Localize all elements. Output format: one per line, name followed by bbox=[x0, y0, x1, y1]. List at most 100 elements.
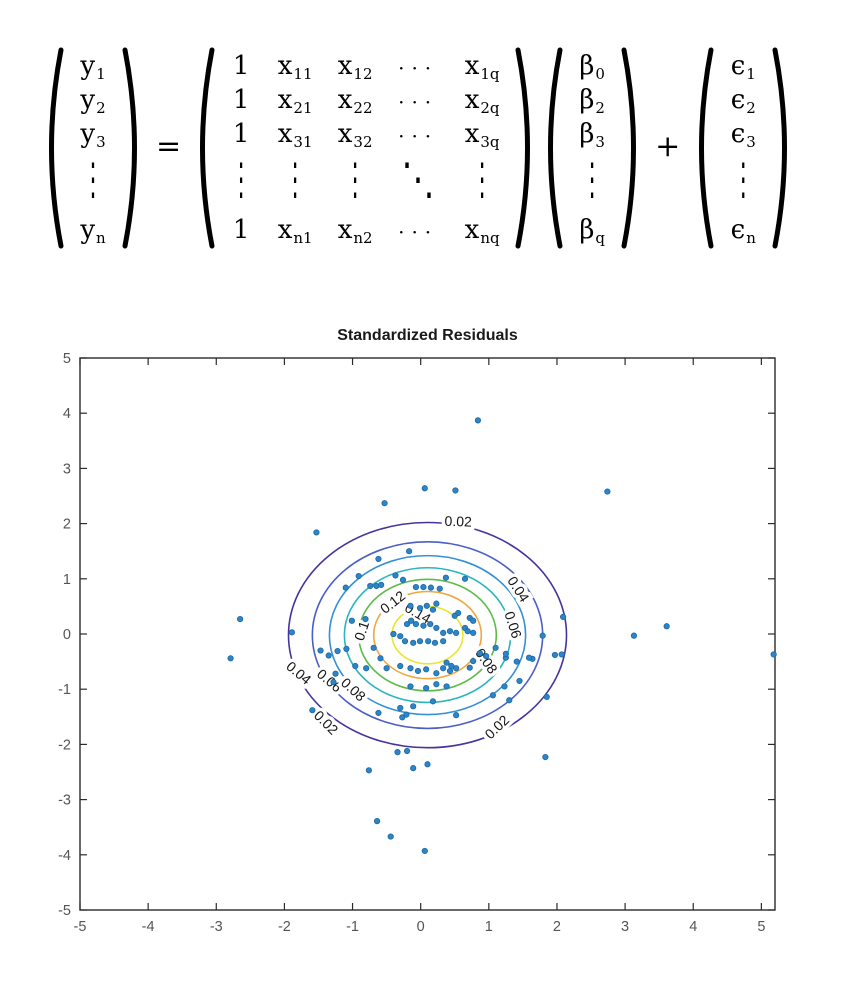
scatter-point bbox=[506, 697, 513, 704]
scatter-point bbox=[502, 650, 509, 657]
left-paren bbox=[699, 47, 714, 249]
matrix-cell: x 22 bbox=[337, 85, 373, 117]
scatter-point bbox=[377, 655, 384, 662]
scatter-point bbox=[443, 659, 450, 666]
scatter-point bbox=[451, 612, 458, 619]
scatter-point bbox=[440, 629, 447, 636]
axes-box: -5 -4 -3 -2 -1 0 1 2 3 4 5 -5 -4 -3 -2 -1 0 1 2 3 4 5 bbox=[58, 351, 776, 935]
matrix-cell: ⋮ bbox=[732, 156, 755, 206]
matrix-row: 1 x 31 x 32 ··· x 3q bbox=[217, 117, 513, 151]
matrix-cell: x n2 bbox=[337, 215, 373, 247]
scatter-point bbox=[414, 667, 422, 675]
matrix-cell: ··· bbox=[398, 56, 439, 80]
scatter-point bbox=[433, 624, 440, 632]
matrix-row: 1 x n1 x n2 ··· x nq bbox=[217, 213, 513, 247]
scatter-point bbox=[425, 638, 432, 645]
y-tick-label: -5 bbox=[58, 903, 71, 919]
scatter-point bbox=[378, 581, 385, 588]
scatter-point bbox=[416, 604, 424, 612]
matrix-cell: ⋮ bbox=[230, 156, 253, 206]
scatter-point bbox=[436, 585, 443, 592]
matrix-cell: x nq bbox=[464, 215, 500, 247]
contour-label-0.06: 0.06 bbox=[314, 666, 345, 696]
scatter-point bbox=[397, 633, 404, 640]
scatter-point bbox=[363, 665, 370, 672]
scatter-point bbox=[446, 628, 454, 635]
matrix-cell: x 21 bbox=[277, 85, 313, 117]
scatter-point bbox=[403, 747, 411, 755]
right-paren bbox=[772, 47, 788, 249]
scatter-point bbox=[551, 651, 559, 659]
epsilon-vector: ϵ 1 ϵ 2 ϵ 3 ⋮ ϵ n bbox=[690, 44, 796, 252]
contour-line-0.08 bbox=[343, 566, 512, 704]
matrix-cell: 1 bbox=[232, 119, 250, 149]
right-paren bbox=[515, 47, 531, 249]
y-tick-label: 0 bbox=[63, 627, 71, 643]
matrix-row: 1 x 11 x 12 ··· x 1q bbox=[217, 49, 513, 83]
plus-sign: + bbox=[655, 128, 681, 164]
x-tick-label: 3 bbox=[621, 919, 629, 935]
scatter-point bbox=[466, 664, 473, 671]
scatter-point bbox=[367, 582, 374, 590]
scatter-point bbox=[370, 644, 377, 651]
contour-label-0.02: 0.02 bbox=[444, 513, 472, 530]
left-paren bbox=[49, 47, 64, 249]
scatter-point bbox=[317, 647, 324, 654]
matrix-cell: ⋮ bbox=[471, 156, 494, 206]
contour-line-0.12 bbox=[372, 590, 483, 680]
x-tick-label: -4 bbox=[142, 919, 155, 935]
scatter-point bbox=[309, 707, 316, 714]
scatter-point bbox=[237, 615, 244, 623]
scatter-point bbox=[407, 683, 414, 690]
y-tick-label: 2 bbox=[63, 517, 71, 533]
scatter-point bbox=[352, 662, 359, 670]
scatter-point bbox=[330, 678, 337, 686]
scatter-point bbox=[412, 583, 420, 591]
scatter-point bbox=[410, 639, 417, 646]
matrix-cell: ⋮ bbox=[581, 156, 604, 206]
scatter-point bbox=[476, 650, 484, 657]
y-tick-label: 1 bbox=[63, 572, 71, 588]
scatter-point bbox=[401, 638, 409, 645]
scatter-point bbox=[424, 761, 431, 768]
matrix-cell: x 1q bbox=[464, 51, 500, 83]
contour-label-0.02: 0.02 bbox=[311, 707, 342, 738]
y-tick-label: -4 bbox=[58, 848, 71, 864]
scatter-point bbox=[325, 652, 332, 659]
matrix-cell: x 3q bbox=[464, 119, 500, 151]
matrix-cell: ⋱ bbox=[401, 156, 435, 206]
matrix-cell: x 32 bbox=[337, 119, 373, 151]
scatter-point bbox=[525, 654, 533, 661]
scatter-point bbox=[420, 583, 427, 591]
scatter-point bbox=[365, 767, 373, 774]
scatter-point bbox=[406, 548, 413, 555]
scatter-point bbox=[407, 602, 414, 609]
scatter-point bbox=[470, 617, 477, 624]
y-vector: y 1 y 2 y 3 ⋮ y n bbox=[40, 44, 146, 252]
scatter-point bbox=[448, 662, 455, 670]
scatter-point bbox=[373, 818, 381, 825]
scatter-point bbox=[433, 681, 440, 688]
matrix-cell: ⋮ bbox=[82, 156, 104, 206]
scatter-point bbox=[452, 487, 459, 494]
matrix-cell: 1 bbox=[232, 85, 250, 115]
x-tick-label: -5 bbox=[74, 919, 87, 935]
scatter-point bbox=[433, 670, 440, 677]
scatter-point bbox=[421, 485, 428, 492]
left-paren bbox=[200, 47, 215, 249]
scatter-point bbox=[394, 749, 401, 756]
scatter-point bbox=[559, 613, 567, 620]
left-paren bbox=[548, 47, 563, 249]
scatter-point bbox=[334, 648, 341, 655]
scatter-point bbox=[464, 628, 471, 635]
scatter-point bbox=[482, 652, 490, 660]
scatter-point bbox=[539, 632, 546, 639]
matrix-row: 1 x 21 x 22 ··· x 2q bbox=[217, 83, 513, 117]
